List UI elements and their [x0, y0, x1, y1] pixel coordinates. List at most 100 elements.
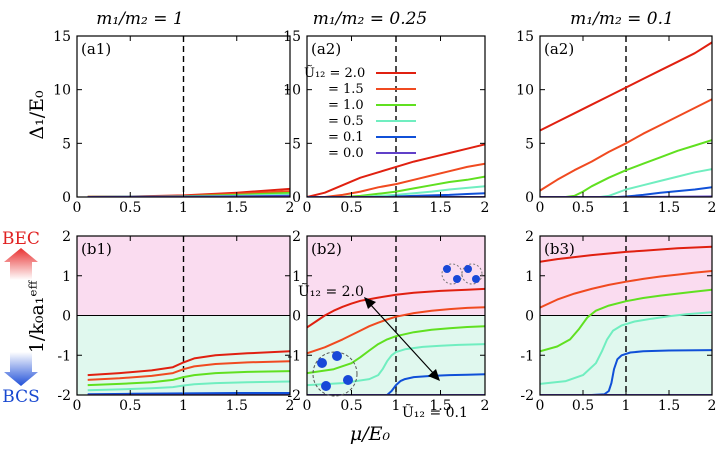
series-line-u0.5: [307, 343, 485, 387]
panel-label: (a1): [81, 40, 111, 58]
y-tick-label: 2: [62, 229, 71, 245]
series-line-u1.0: [565, 139, 712, 197]
y-tick-label: 10: [53, 83, 71, 99]
y-tick-label: 15: [516, 29, 534, 45]
series-line-u1.5: [87, 360, 290, 381]
legend-entry-label: = 1.5: [328, 82, 364, 97]
y-tick-label: 0: [62, 309, 71, 325]
y-tick-label: 0: [62, 190, 71, 206]
panel-b3: 0 0.5 1 1.5 2 -2 -1 0 1 2 (b3): [520, 229, 716, 414]
column-title-3: m₁/m₂ = 0.1: [570, 9, 674, 29]
y-tick-label: -2: [57, 388, 71, 404]
x-tick-label: 0.5: [340, 398, 362, 414]
column-title-2: m₁/m₂ = 0.25: [313, 9, 428, 29]
x-tick-label: 0: [303, 398, 312, 414]
y-tick-label: -1: [57, 348, 71, 364]
panel-label: (b3): [544, 240, 575, 258]
series-line-u1.5: [307, 306, 485, 355]
x-tick-label: 0: [73, 200, 82, 216]
y-tick-label: 5: [525, 136, 534, 152]
x-tick-label: 2: [286, 398, 295, 414]
series-line-u2.0: [307, 287, 485, 329]
y-tick-label: 2: [292, 229, 301, 245]
column-title-1: m₁/m₂ = 1: [96, 9, 183, 29]
annotation-u-high: Ũ₁₂ = 2.0: [298, 282, 364, 300]
molecule-icon: [441, 263, 483, 285]
y-tick-label: 0: [292, 190, 301, 206]
series-line-u2.0: [540, 245, 712, 263]
panel-a3: 0 0.5 1 1.5 2 0 5 10 15 (a2): [516, 29, 716, 216]
bcs-label: BCS: [2, 387, 39, 407]
panel-b1: 0 0.5 1 1.5 2 -2 -1 0 1 2 (b1): [57, 229, 294, 414]
series-line-u0.5: [600, 168, 712, 197]
x-tick-label: 1.5: [429, 398, 451, 414]
bcs-arrow: [4, 352, 38, 386]
annotation-arrow-line: [369, 303, 435, 375]
x-tick-label: 0.5: [572, 398, 594, 414]
ylabel-bottom: 1/k₀a₁ᵉᶠᶠ: [26, 279, 48, 353]
x-tick-label: 1: [392, 200, 401, 216]
x-tick-label: 2: [708, 200, 717, 216]
legend-entry-label: Ũ₁₂ = 2.0: [304, 65, 365, 81]
y-tick-label: 5: [292, 136, 301, 152]
x-tick-label: 1.5: [429, 200, 451, 216]
legend-entry-label: = 0.1: [328, 130, 364, 145]
series-line-u1.0: [87, 370, 290, 387]
legend-entry-label: = 1.0: [328, 98, 364, 113]
x-tick-label: 0.5: [119, 200, 141, 216]
x-tick-label: 1: [622, 200, 631, 216]
y-tick-label: 5: [62, 136, 71, 152]
series-line-u1.0: [342, 175, 485, 197]
x-tick-label: 2: [481, 398, 490, 414]
y-tick-label: -1: [520, 348, 534, 364]
x-tick-label: 0: [73, 398, 82, 414]
y-tick-label: -2: [520, 388, 534, 404]
panel-label: (b1): [81, 240, 112, 258]
annotation-u-low: Ũ₁₂ = 0.1: [402, 403, 468, 421]
x-tick-label: 0: [536, 398, 545, 414]
x-tick-label: 1: [179, 398, 188, 414]
series-line-u1.0: [540, 288, 712, 353]
x-tick-label: 0: [536, 200, 545, 216]
y-tick-label: 1: [525, 269, 534, 285]
legend-entry-label: = 0.5: [328, 114, 364, 129]
x-tick-label: 0.5: [340, 200, 362, 216]
x-tick-label: 1.5: [226, 200, 248, 216]
xlabel: μ/E₀: [350, 423, 391, 445]
x-tick-label: 1: [622, 398, 631, 414]
ylabel-top: Δ₁/E₀: [26, 90, 48, 140]
bec-arrow: [4, 248, 38, 280]
x-tick-label: 0.5: [572, 200, 594, 216]
panel-label: (a2): [311, 40, 341, 58]
series-line-u0.1: [386, 373, 485, 395]
annotation-arrow-head-down: [428, 369, 440, 381]
series-line-u0.5: [87, 380, 290, 392]
y-tick-label: 10: [283, 83, 301, 99]
y-tick-label: -1: [287, 348, 301, 364]
y-tick-label: 2: [525, 229, 534, 245]
series-line-u1.0: [307, 325, 485, 375]
x-tick-label: 2: [481, 200, 490, 216]
series-line-u2.0: [307, 143, 485, 197]
panel-a1: 0 0.5 1 1.5 2 0 5 10 15 (a1): [53, 29, 294, 216]
legend: Ũ₁₂ = 2.0 = 1.5 = 1.0 = 0.5 = 0.1 = 0.0: [304, 65, 416, 161]
panel-label: (a2): [544, 40, 574, 58]
x-tick-label: 2: [708, 398, 717, 414]
series-line-u1.5: [540, 270, 712, 309]
x-tick-label: 0.5: [119, 398, 141, 414]
panel-label: (b2): [311, 240, 342, 258]
y-tick-label: 1: [292, 269, 301, 285]
y-tick-label: 0: [525, 190, 534, 206]
y-tick-label: 0: [525, 309, 534, 325]
cooper-pair-icon: [312, 351, 358, 397]
x-tick-label: 1.5: [658, 200, 680, 216]
x-tick-label: 2: [286, 200, 295, 216]
series-line-u2.0: [540, 41, 712, 132]
series-line-u1.5: [540, 98, 712, 192]
y-tick-label: -2: [287, 388, 301, 404]
annotation-arrow-head-up: [364, 297, 376, 309]
b2-annotations: Ũ₁₂ = 2.0 Ũ₁₂ = 0.1: [298, 263, 483, 421]
